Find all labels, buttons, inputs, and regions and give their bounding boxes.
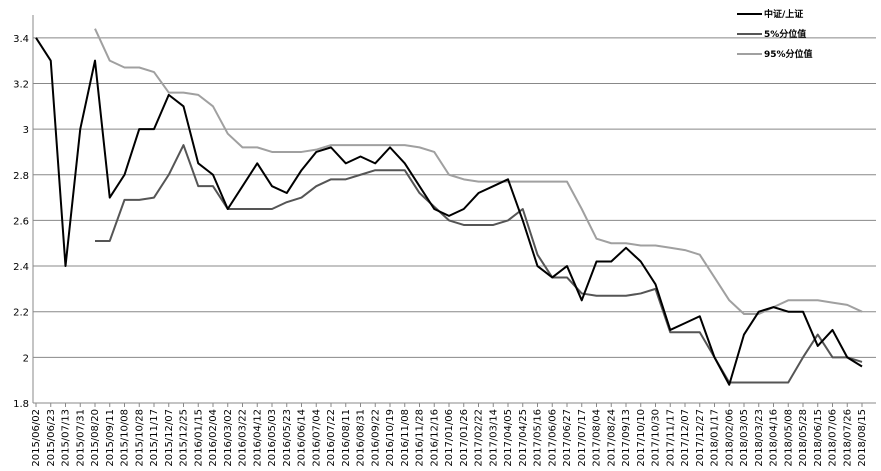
y-tick-label: 3.2: [13, 79, 29, 90]
x-tick-label: 2017/07/17: [577, 409, 588, 467]
x-tick-label: 2016/09/22: [370, 409, 381, 467]
x-tick-label: 2015/12/25: [179, 409, 190, 467]
x-tick-label: 2016/05/03: [267, 409, 278, 467]
y-tick-label: 2.2: [13, 308, 29, 319]
x-tick-label: 2016/08/31: [356, 409, 367, 467]
x-tick-label: 2017/11/17: [665, 409, 676, 467]
x-tick-label: 2018/07/06: [828, 409, 839, 467]
x-tick-label: 2015/11/17: [149, 409, 160, 467]
x-tick-label: 2015/12/07: [164, 409, 175, 467]
x-tick-label: 2017/01/26: [459, 409, 470, 467]
x-tick-label: 2017/12/27: [695, 409, 706, 467]
x-tick-label: 2015/09/11: [105, 409, 116, 467]
x-tick-label: 2016/06/14: [297, 409, 308, 467]
x-tick-label: 2015/07/31: [75, 409, 86, 467]
x-tick-label: 2017/04/05: [503, 409, 514, 467]
x-tick-label: 2018/04/16: [769, 409, 780, 467]
y-tick-label: 1.8: [13, 399, 29, 410]
x-tick-label: 2016/11/08: [400, 409, 411, 467]
legend-label: 95%分位值: [764, 48, 813, 60]
x-tick-label: 2015/06/23: [46, 409, 57, 467]
x-tick-label: 2016/04/12: [252, 409, 263, 467]
x-tick-label: 2016/07/04: [311, 409, 322, 467]
y-tick-label: 2.8: [13, 171, 29, 182]
series-line: [95, 144, 863, 384]
x-tick-label: 2018/05/08: [783, 409, 794, 467]
x-tick-label: 2017/08/24: [606, 409, 617, 467]
x-tick-label: 2018/03/05: [739, 409, 750, 467]
x-tick-label: 2017/02/22: [474, 409, 485, 467]
y-tick-label: 2.4: [13, 262, 29, 273]
x-tick-label: 2016/11/28: [415, 409, 426, 467]
x-tick-label: 2017/10/10: [636, 409, 647, 467]
x-tick-label: 2017/06/27: [562, 409, 573, 467]
x-tick-label: 2015/10/28: [134, 409, 145, 467]
x-tick-label: 2018/03/23: [754, 409, 765, 467]
series-line: [94, 28, 863, 315]
x-tick-label: 2018/01/17: [710, 409, 721, 467]
x-tick-label: 2016/02/04: [208, 409, 219, 467]
x-tick-label: 2017/05/16: [533, 409, 544, 467]
x-tick-label: 2015/08/20: [90, 409, 101, 467]
x-tick-label: 2015/10/08: [120, 409, 131, 467]
x-tick-label: 2018/07/26: [842, 409, 853, 467]
y-tick-label: 2.6: [13, 216, 29, 227]
x-tick-label: 2015/06/02: [31, 409, 42, 467]
x-tick-label: 2017/06/06: [547, 409, 558, 467]
x-tick-label: 2016/01/15: [193, 409, 204, 467]
x-tick-label: 2017/01/06: [444, 409, 455, 467]
x-tick-label: 2018/06/15: [813, 409, 824, 467]
x-tick-label: 2016/08/11: [341, 409, 352, 467]
x-tick-label: 2016/03/02: [223, 409, 234, 467]
x-tick-label: 2017/08/04: [592, 409, 603, 467]
y-tick-label: 3.4: [13, 34, 29, 45]
x-tick-label: 2016/07/22: [326, 409, 337, 467]
x-tick-label: 2016/03/22: [238, 409, 249, 467]
x-tick-label: 2017/04/25: [518, 409, 529, 467]
legend-label: 5%分位值: [764, 28, 806, 40]
x-tick-label: 2016/10/19: [385, 409, 396, 467]
y-tick-label: 3: [23, 125, 29, 136]
x-tick-label: 2017/09/13: [621, 409, 632, 467]
series-line: [35, 37, 863, 386]
x-tick-label: 2016/12/16: [429, 409, 440, 467]
x-tick-label: 2017/10/30: [651, 409, 662, 467]
x-tick-label: 2018/08/15: [857, 409, 868, 467]
x-tick-label: 2015/07/13: [61, 409, 72, 467]
x-tick-label: 2017/03/14: [488, 409, 499, 467]
x-tick-label: 2018/05/28: [798, 409, 809, 467]
x-tick-label: 2018/02/06: [724, 409, 735, 467]
legend-label: 中证/上证: [764, 8, 803, 20]
x-tick-label: 2017/12/07: [680, 409, 691, 467]
y-tick-label: 2: [23, 353, 29, 364]
x-tick-label: 2016/05/23: [282, 409, 293, 467]
